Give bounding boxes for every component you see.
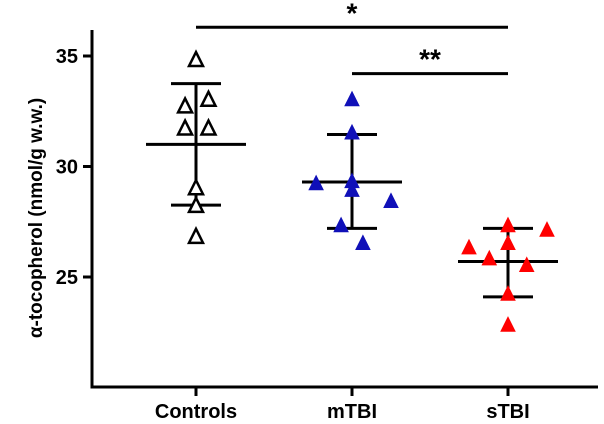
- data-point: [355, 234, 371, 250]
- data-points: [176, 49, 555, 332]
- data-point: [344, 90, 360, 107]
- data-point: [333, 216, 349, 233]
- data-point: [481, 249, 498, 266]
- significance-brackets: ***: [196, 0, 508, 76]
- data-point: [539, 221, 555, 237]
- data-point: [500, 285, 516, 301]
- x-tick-label: sTBI: [486, 401, 529, 423]
- data-point: [383, 192, 399, 208]
- data-point: [308, 174, 324, 191]
- data-point: [500, 316, 516, 332]
- data-point: [186, 49, 206, 68]
- data-point: [199, 89, 218, 108]
- data-point: [176, 117, 195, 136]
- data-point: [500, 234, 516, 250]
- y-tick-label: 25: [56, 267, 78, 289]
- data-point: [186, 195, 206, 214]
- data-point: [199, 117, 218, 136]
- x-tick-label: Controls: [155, 401, 237, 423]
- data-point: [344, 181, 360, 197]
- data-point: [176, 95, 195, 114]
- axes: [83, 30, 598, 396]
- data-point: [186, 177, 206, 196]
- y-axis-title: α-tocopherol (nmol/g w.w.): [26, 98, 47, 338]
- y-tick-label: 35: [56, 46, 78, 68]
- data-point: [518, 256, 535, 273]
- significance-label: **: [419, 44, 441, 75]
- data-point: [344, 123, 360, 140]
- significance-label: *: [347, 0, 358, 28]
- x-tick-labels: Controls mTBI sTBI: [155, 401, 530, 423]
- y-tick-labels: 25 30 35: [56, 46, 78, 289]
- data-point: [186, 226, 206, 245]
- y-tick-label: 30: [56, 157, 78, 179]
- data-point: [500, 216, 516, 233]
- data-point: [461, 238, 477, 255]
- x-tick-label: mTBI: [327, 401, 377, 423]
